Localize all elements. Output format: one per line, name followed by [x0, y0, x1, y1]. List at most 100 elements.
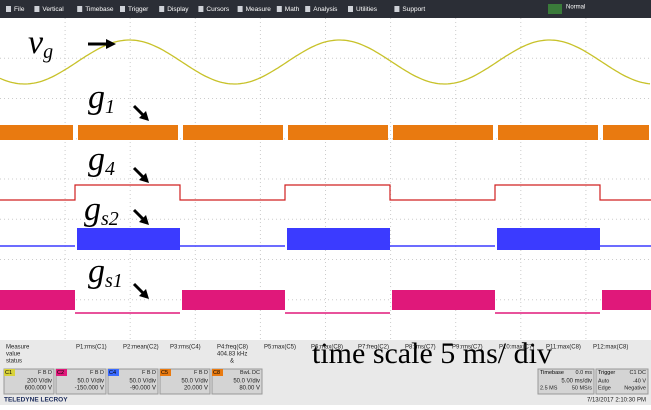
- label-main: g: [88, 79, 105, 116]
- menu-item[interactable]: Vertical: [42, 6, 64, 13]
- channel-flag: F B D: [194, 370, 208, 376]
- gate-band: [77, 228, 180, 250]
- label-main: g: [88, 253, 105, 290]
- measure-param: P10:max(C7): [499, 345, 534, 351]
- brand: TELEDYNE LECROY: [4, 397, 68, 404]
- label-sub: 1: [105, 96, 115, 118]
- trigger-kind: Edge: [598, 385, 611, 391]
- trigger-title: Trigger: [598, 370, 615, 376]
- measure-head: status: [6, 359, 22, 365]
- menu-icon: [120, 6, 125, 12]
- gate-band: [288, 125, 388, 140]
- channel-scale: 50.0 V/div: [233, 379, 260, 385]
- channel-scale: 50.0 V/div: [77, 379, 104, 385]
- gate-band: [393, 125, 493, 140]
- menu-item[interactable]: File: [14, 6, 25, 13]
- timebase-title: Timebase: [540, 370, 564, 376]
- menu-item[interactable]: Math: [285, 6, 300, 13]
- menu-item[interactable]: Trigger: [128, 6, 149, 13]
- trigger-mode-val: Auto: [598, 378, 609, 384]
- measure-param: P9:rms(C7): [452, 345, 483, 351]
- channel-offset: 600.000 V: [25, 386, 52, 392]
- channel-tag: C8: [213, 370, 220, 376]
- menu-item[interactable]: Display: [167, 6, 189, 13]
- gate-band: [0, 290, 75, 310]
- menu-item[interactable]: Cursors: [206, 6, 230, 13]
- menu-icon: [277, 6, 282, 12]
- channel-offset: -90.000 V: [130, 386, 156, 392]
- channel-flag: F B D: [90, 370, 104, 376]
- menu-icon: [6, 6, 11, 12]
- measure-param: P12:max(C8): [593, 345, 628, 351]
- measure-head: value: [6, 352, 21, 358]
- measure-param: P1:rms(C1): [76, 345, 107, 351]
- channel-tag: C1: [5, 370, 12, 376]
- measure-param: P6:max(C8): [311, 345, 343, 351]
- timestamp: 7/13/2017 2:10:30 PM: [587, 398, 646, 404]
- channel-scale: 200 V/div: [27, 379, 52, 385]
- label-sub: g: [43, 41, 53, 63]
- gate-band: [497, 228, 600, 250]
- measure-head: Measure: [6, 345, 30, 351]
- menu-item[interactable]: Support: [402, 6, 425, 13]
- gate-band: [287, 228, 390, 250]
- label-sub: s2: [101, 208, 119, 230]
- menu-icon: [305, 6, 310, 12]
- channel-offset: 80.00 V: [239, 386, 260, 392]
- channel-flag: F B D: [38, 370, 52, 376]
- trigger-slope: Negative: [624, 385, 646, 391]
- measure-param: P5:max(C5): [264, 345, 296, 351]
- gate-band: [0, 125, 73, 140]
- channel-flag: F B D: [142, 370, 156, 376]
- measure-param: P8:rms(C7): [405, 345, 436, 351]
- timebase-samples: 2.5 MS: [540, 385, 558, 391]
- gate-band: [603, 125, 649, 140]
- channel-scale: 50.0 V/div: [129, 379, 156, 385]
- measure-param: P2:mean(C2): [123, 345, 159, 351]
- mode-icon: [548, 4, 562, 14]
- trigger-source: C1 DC: [629, 370, 646, 376]
- label-main: g: [88, 141, 105, 178]
- gate-band: [498, 125, 598, 140]
- measure-status: &: [230, 359, 234, 365]
- menu-icon: [159, 6, 164, 12]
- channel-tag: C2: [57, 370, 64, 376]
- timebase-delay: 0.0 ms: [575, 370, 592, 376]
- measure-param: P4:freq(C8): [217, 345, 248, 351]
- menu-icon: [238, 6, 243, 12]
- channel-offset: 20.000 V: [184, 386, 208, 392]
- gate-band: [602, 290, 651, 310]
- gate-band: [183, 125, 283, 140]
- menu-icon: [198, 6, 203, 12]
- label-sub: s1: [105, 270, 123, 292]
- label-main: v: [28, 24, 44, 61]
- menu-icon: [394, 6, 399, 12]
- trigger-mode: Normal: [566, 5, 585, 11]
- menu-item[interactable]: Analysis: [313, 6, 338, 13]
- trigger-level: -40 V: [633, 378, 646, 384]
- menu-item[interactable]: Measure: [246, 6, 272, 13]
- measure-param: P3:rms(C4): [170, 345, 201, 351]
- channel-offset: -150.000 V: [75, 386, 104, 392]
- gate-band: [78, 125, 178, 140]
- timebase-scale: 5.00 ms/div: [561, 379, 592, 385]
- timebase-rate: 50 MS/s: [572, 385, 592, 391]
- measure-value: 404.83 kHz: [217, 352, 247, 358]
- gate-band: [182, 290, 285, 310]
- channel-scale: 50.0 V/div: [181, 379, 208, 385]
- menu-item[interactable]: Utilities: [356, 6, 378, 13]
- measure-param: P7:freq(C2): [358, 345, 389, 351]
- menu-icon: [348, 6, 353, 12]
- measure-param: P11:max(C8): [546, 345, 581, 351]
- channel-tag: C4: [109, 370, 116, 376]
- annotation: time scale 5 ms/ div: [312, 337, 552, 370]
- channel-flag: BwL DC: [240, 370, 260, 376]
- menu-icon: [34, 6, 39, 12]
- channel-tag: C5: [161, 370, 168, 376]
- label-main: g: [84, 191, 101, 228]
- menu-item[interactable]: Timebase: [85, 6, 114, 13]
- scope-screen: vgg1g4gs2gs1time scale 5 ms/ div FileVer…: [0, 0, 651, 405]
- menu-icon: [77, 6, 82, 12]
- gate-band: [392, 290, 495, 310]
- label-sub: 4: [105, 158, 115, 180]
